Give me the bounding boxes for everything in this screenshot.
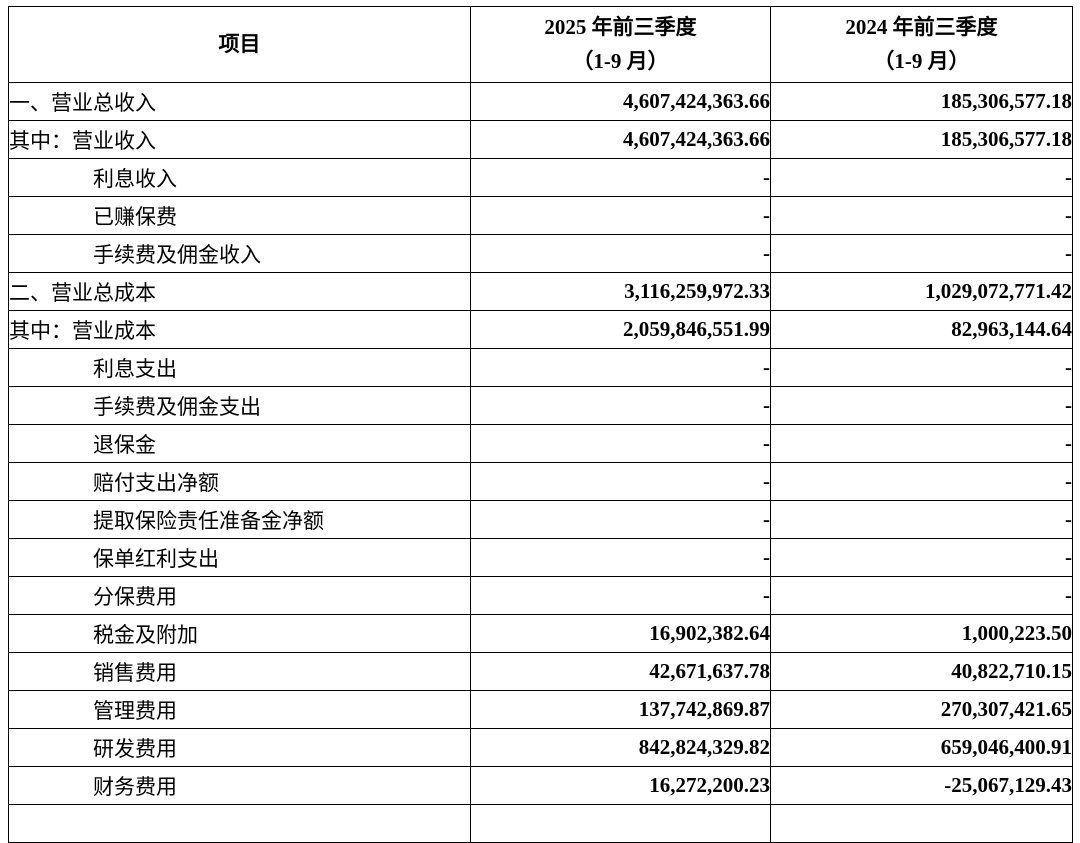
table-row: 提取保险责任准备金净额 - - bbox=[8, 500, 1073, 539]
row-label bbox=[8, 804, 471, 843]
value-2025: 16,902,382.64 bbox=[470, 614, 771, 653]
table-row: 一、营业总收入 4,607,424,363.66 185,306,577.18 bbox=[8, 82, 1073, 121]
row-label: 已赚保费 bbox=[8, 196, 471, 235]
row-label: 提取保险责任准备金净额 bbox=[8, 500, 471, 539]
value-2024: - bbox=[770, 576, 1073, 615]
income-statement-table: 项目 2025 年前三季度 （1-9 月） 2024 年前三季度 （1-9 月）… bbox=[8, 6, 1073, 843]
value-2025: - bbox=[470, 424, 771, 463]
row-label: 销售费用 bbox=[8, 652, 471, 691]
value-2024 bbox=[770, 804, 1073, 843]
row-label: 利息收入 bbox=[8, 158, 471, 197]
value-2025: 4,607,424,363.66 bbox=[470, 82, 771, 121]
table-row: 其中：营业收入 4,607,424,363.66 185,306,577.18 bbox=[8, 120, 1073, 159]
row-label: 税金及附加 bbox=[8, 614, 471, 653]
table-row: 研发费用 842,824,329.82 659,046,400.91 bbox=[8, 728, 1073, 767]
row-label: 其中：营业收入 bbox=[8, 120, 471, 159]
value-2025: - bbox=[470, 158, 771, 197]
value-2024: - bbox=[770, 500, 1073, 539]
value-2024: -25,067,129.43 bbox=[770, 766, 1073, 805]
value-2025: 842,824,329.82 bbox=[470, 728, 771, 767]
row-label: 研发费用 bbox=[8, 728, 471, 767]
value-2024: 270,307,421.65 bbox=[770, 690, 1073, 729]
value-2025 bbox=[470, 804, 771, 843]
value-2025: 3,116,259,972.33 bbox=[470, 272, 771, 311]
value-2025: 137,742,869.87 bbox=[470, 690, 771, 729]
value-2024: - bbox=[770, 234, 1073, 273]
table-row: 手续费及佣金收入 - - bbox=[8, 234, 1073, 273]
value-2025: - bbox=[470, 500, 771, 539]
value-2024: 185,306,577.18 bbox=[770, 120, 1073, 159]
table-row: 税金及附加 16,902,382.64 1,000,223.50 bbox=[8, 614, 1073, 653]
table-row: 其中：营业成本 2,059,846,551.99 82,963,144.64 bbox=[8, 310, 1073, 349]
column-header-2024-line1: 2024 年前三季度 bbox=[845, 14, 998, 39]
row-label: 财务费用 bbox=[8, 766, 471, 805]
value-2025: - bbox=[470, 538, 771, 577]
column-header-item: 项目 bbox=[8, 6, 471, 83]
value-2024: - bbox=[770, 196, 1073, 235]
table-row: 利息收入 - - bbox=[8, 158, 1073, 197]
value-2025: - bbox=[470, 386, 771, 425]
table-row: 分保费用 - - bbox=[8, 576, 1073, 615]
row-label: 管理费用 bbox=[8, 690, 471, 729]
header-row: 项目 2025 年前三季度 （1-9 月） 2024 年前三季度 （1-9 月） bbox=[8, 6, 1073, 83]
row-label: 一、营业总收入 bbox=[8, 82, 471, 121]
value-2024: - bbox=[770, 462, 1073, 501]
value-2025: - bbox=[470, 234, 771, 273]
row-label: 分保费用 bbox=[8, 576, 471, 615]
value-2024: - bbox=[770, 386, 1073, 425]
value-2024: 40,822,710.15 bbox=[770, 652, 1073, 691]
table-row: 已赚保费 - - bbox=[8, 196, 1073, 235]
table-row: 销售费用 42,671,637.78 40,822,710.15 bbox=[8, 652, 1073, 691]
row-label: 手续费及佣金收入 bbox=[8, 234, 471, 273]
row-label: 退保金 bbox=[8, 424, 471, 463]
table-row: 保单红利支出 - - bbox=[8, 538, 1073, 577]
column-header-2025-line1: 2025 年前三季度 bbox=[544, 14, 697, 39]
row-label: 其中：营业成本 bbox=[8, 310, 471, 349]
value-2024: 1,029,072,771.42 bbox=[770, 272, 1073, 311]
table-row: 赔付支出净额 - - bbox=[8, 462, 1073, 501]
value-2024: - bbox=[770, 348, 1073, 387]
table-row: 退保金 - - bbox=[8, 424, 1073, 463]
value-2024: - bbox=[770, 158, 1073, 197]
value-2024: 659,046,400.91 bbox=[770, 728, 1073, 767]
row-label: 利息支出 bbox=[8, 348, 471, 387]
table-row: 二、营业总成本 3,116,259,972.33 1,029,072,771.4… bbox=[8, 272, 1073, 311]
value-2025: 16,272,200.23 bbox=[470, 766, 771, 805]
table-row: 管理费用 137,742,869.87 270,307,421.65 bbox=[8, 690, 1073, 729]
value-2025: 42,671,637.78 bbox=[470, 652, 771, 691]
column-header-2025: 2025 年前三季度 （1-9 月） bbox=[470, 6, 771, 83]
value-2024: - bbox=[770, 424, 1073, 463]
column-header-2024: 2024 年前三季度 （1-9 月） bbox=[770, 6, 1073, 83]
column-header-2024-line2: （1-9 月） bbox=[873, 48, 970, 73]
row-label: 保单红利支出 bbox=[8, 538, 471, 577]
row-label: 赔付支出净额 bbox=[8, 462, 471, 501]
value-2025: - bbox=[470, 462, 771, 501]
column-header-item-label: 项目 bbox=[218, 31, 261, 56]
table-row: 手续费及佣金支出 - - bbox=[8, 386, 1073, 425]
row-label: 二、营业总成本 bbox=[8, 272, 471, 311]
value-2024: 185,306,577.18 bbox=[770, 82, 1073, 121]
value-2024: 82,963,144.64 bbox=[770, 310, 1073, 349]
value-2025: - bbox=[470, 576, 771, 615]
value-2025: 4,607,424,363.66 bbox=[470, 120, 771, 159]
value-2024: 1,000,223.50 bbox=[770, 614, 1073, 653]
table-row: 财务费用 16,272,200.23 -25,067,129.43 bbox=[8, 766, 1073, 805]
value-2025: 2,059,846,551.99 bbox=[470, 310, 771, 349]
row-label: 手续费及佣金支出 bbox=[8, 386, 471, 425]
table-row: 利息支出 - - bbox=[8, 348, 1073, 387]
column-header-2025-line2: （1-9 月） bbox=[572, 48, 669, 73]
table-row-partial bbox=[8, 804, 1073, 843]
value-2025: - bbox=[470, 348, 771, 387]
value-2025: - bbox=[470, 196, 771, 235]
value-2024: - bbox=[770, 538, 1073, 577]
